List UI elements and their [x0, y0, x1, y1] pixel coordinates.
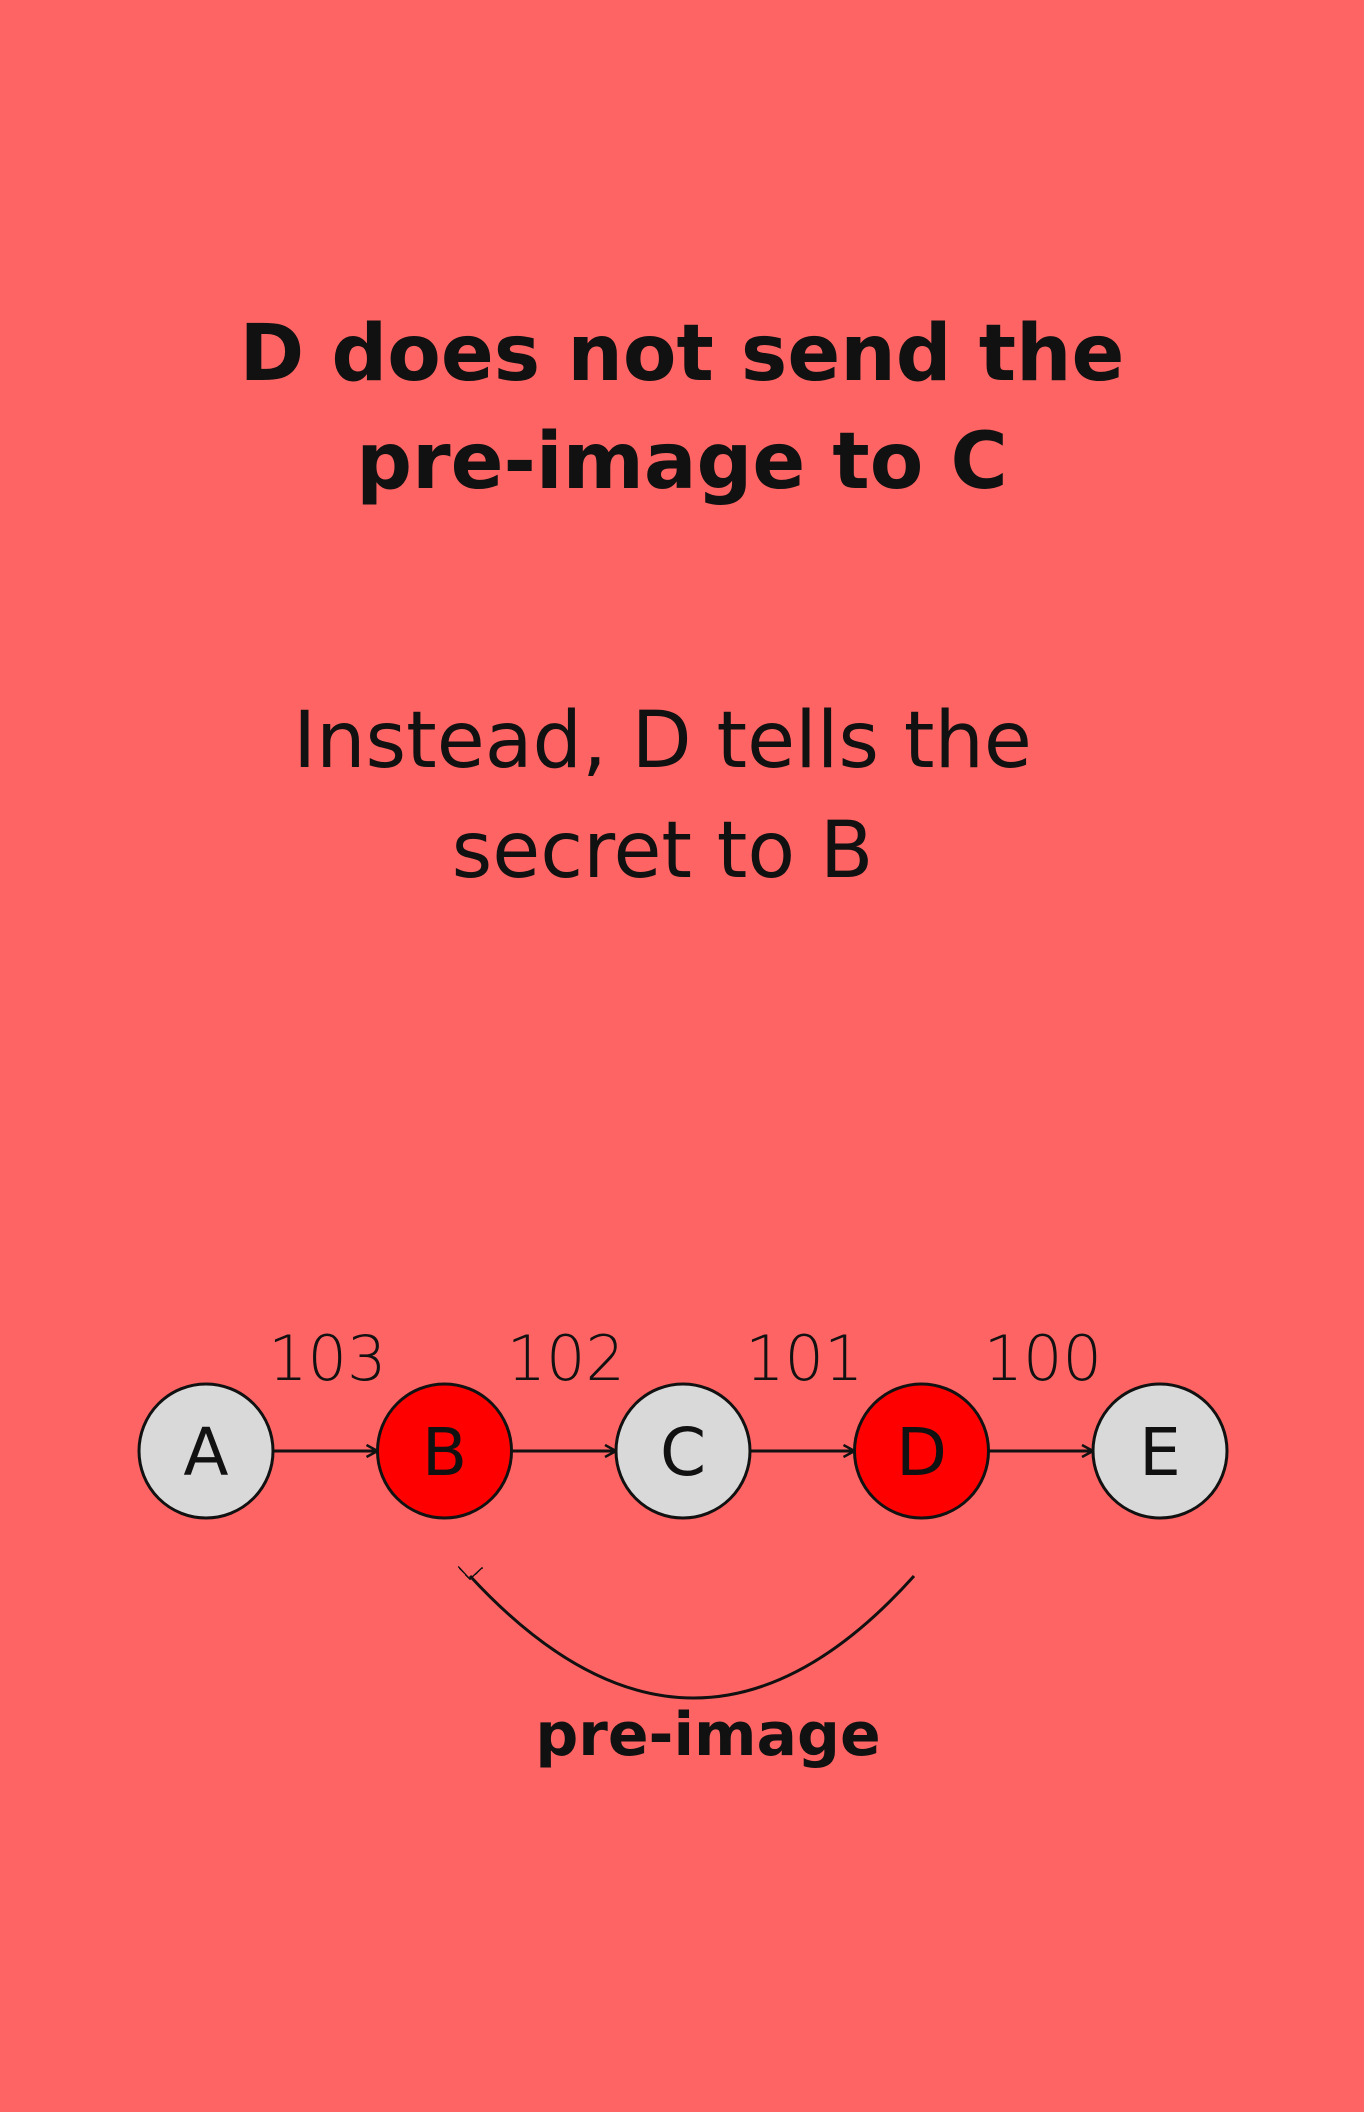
subtitle-line-2: secret to B — [451, 806, 874, 896]
edges-layer: 103 102 101 100 — [268, 1322, 1102, 1451]
title-line-2: pre-image to C — [356, 417, 1008, 507]
edge-amount-label: 101 — [745, 1322, 863, 1395]
edge-amount-label: 102 — [507, 1322, 625, 1395]
node-circle — [376, 1382, 513, 1520]
page-title: D does not send the pre-image to C — [0, 300, 1364, 516]
node-circle — [1091, 1382, 1229, 1520]
node-label: A — [183, 1414, 228, 1491]
node-label: D — [896, 1414, 947, 1491]
page-subtitle: Instead, D tells the secret to B — [0, 686, 1325, 906]
nodes-layer: A B C D E — [137, 1382, 1229, 1520]
node-d: D — [853, 1382, 990, 1520]
node-c: C — [614, 1382, 752, 1520]
node-e: E — [1091, 1382, 1229, 1520]
node-label: C — [660, 1414, 706, 1491]
node-circle — [614, 1382, 752, 1520]
node-label: E — [1139, 1414, 1181, 1491]
subtitle-line-1: Instead, D tells the — [293, 696, 1032, 786]
pre-image-arc — [470, 1576, 916, 1700]
edge-amount-label: 100 — [984, 1322, 1102, 1395]
edge-amount-label: 103 — [268, 1322, 386, 1395]
pre-image-arc-group: pre-image — [470, 1576, 916, 1770]
pre-image-label: pre-image — [535, 1700, 880, 1770]
title-line-1: D does not send the — [239, 309, 1125, 399]
node-b: B — [376, 1382, 513, 1520]
node-circle — [137, 1382, 275, 1520]
node-label: B — [422, 1414, 467, 1491]
node-circle — [853, 1382, 990, 1520]
node-a: A — [137, 1382, 275, 1520]
